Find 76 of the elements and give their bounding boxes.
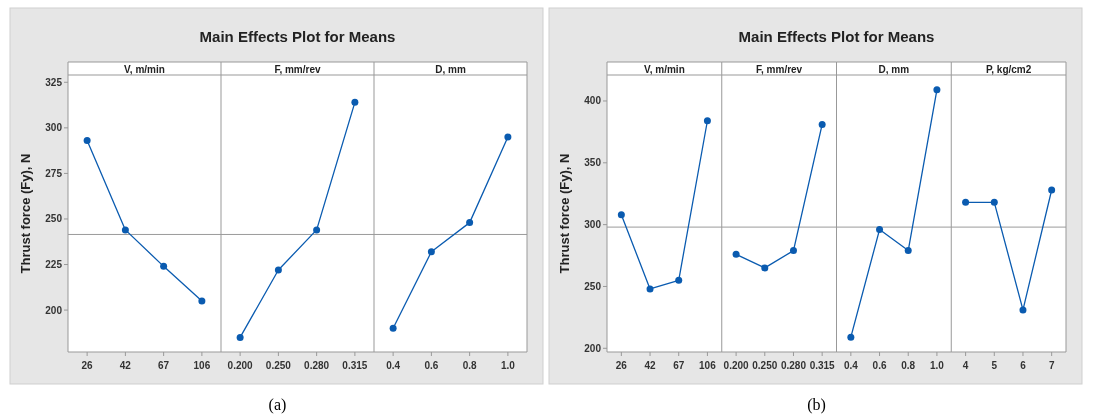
point	[313, 226, 321, 234]
x-tick-label: 67	[158, 360, 170, 371]
y-tick-label: 225	[45, 259, 63, 271]
x-tick-label: 0.6	[424, 360, 439, 371]
y-tick-label: 250	[584, 280, 602, 292]
chart-title: Main Effects Plot for Means	[738, 28, 935, 45]
y-tick-label: 300	[45, 122, 63, 134]
x-tick-label: 1.0	[500, 360, 516, 371]
chart-subtitle: F, mm/rev	[756, 63, 803, 75]
y-tick-label: 200	[584, 342, 602, 354]
chart-subtitle: V, m/min	[643, 63, 685, 75]
chart-subtitle: D, mm	[878, 63, 910, 75]
x-tick-label: 106	[699, 360, 717, 371]
point	[761, 264, 769, 272]
y-tick-label: 250	[45, 213, 63, 225]
point	[617, 211, 625, 219]
chart-subtitle: P, kg/cm2	[985, 63, 1032, 75]
x-tick-label: 0.200	[723, 360, 750, 371]
point	[732, 250, 740, 258]
point	[789, 247, 797, 255]
y-tick-label: 275	[45, 167, 63, 179]
text: (b)	[807, 396, 826, 414]
x-tick-label: 0.8	[901, 360, 916, 371]
x-tick-label: 0.250	[265, 360, 292, 371]
x-tick-label: 4	[962, 360, 969, 371]
x-tick-label: 0.280	[780, 360, 807, 371]
point	[466, 219, 474, 227]
point	[389, 324, 397, 332]
point	[876, 226, 884, 234]
x-tick-label: 0.315	[809, 360, 836, 371]
point	[646, 285, 654, 293]
x-tick-label: 0.280	[304, 360, 330, 371]
point	[83, 137, 91, 145]
chart-subtitle: D, mm	[435, 63, 466, 75]
chart-subtitle: V, m/min	[124, 63, 165, 75]
point	[703, 117, 711, 125]
x-tick-label: 26	[81, 360, 94, 371]
x-tick-label: 0.315	[342, 360, 368, 371]
point	[160, 262, 168, 270]
x-tick-label: 0.250	[752, 360, 778, 371]
x-tick-label: 0.4	[843, 360, 859, 371]
x-tick-label: 7	[1048, 360, 1055, 371]
chart-subtitle: F, mm/rev	[274, 63, 321, 75]
point	[236, 333, 244, 341]
point	[675, 276, 683, 284]
y-tick-label: 325	[45, 76, 63, 88]
x-tick-label: 0.8	[462, 360, 478, 371]
x-tick-label: 0.6	[872, 360, 887, 371]
x-tick-label: 106	[193, 360, 211, 371]
x-tick-label: 26	[615, 360, 628, 371]
point	[198, 297, 206, 305]
y-tick-label: 350	[584, 157, 602, 169]
x-tick-label: 67	[673, 360, 685, 371]
point	[933, 86, 941, 94]
y-tick-label: 400	[584, 95, 602, 107]
x-tick-label: 42	[119, 360, 132, 371]
x-tick-label: 42	[644, 360, 657, 371]
point	[351, 98, 359, 106]
x-tick-label: 1.0	[929, 360, 945, 371]
x-tick-label: 6	[1020, 360, 1027, 371]
x-tick-label: 5	[991, 360, 998, 371]
point	[274, 266, 282, 274]
point	[427, 248, 435, 256]
point	[847, 333, 855, 341]
chart-title: Main Effects Plot for Means	[199, 28, 396, 45]
point	[121, 226, 129, 234]
point	[504, 133, 512, 141]
y-tick-label: 300	[584, 219, 602, 231]
point	[818, 120, 826, 128]
y-axis-title: Thrust force (Fy), N	[557, 153, 572, 274]
x-tick-label: 0.4	[386, 360, 401, 371]
y-tick-label: 200	[45, 304, 63, 316]
y-axis-title: Thrust force (Fy), N	[18, 153, 33, 274]
text: (a)	[268, 396, 287, 414]
point	[904, 247, 912, 255]
x-tick-label: 0.200	[227, 360, 254, 371]
